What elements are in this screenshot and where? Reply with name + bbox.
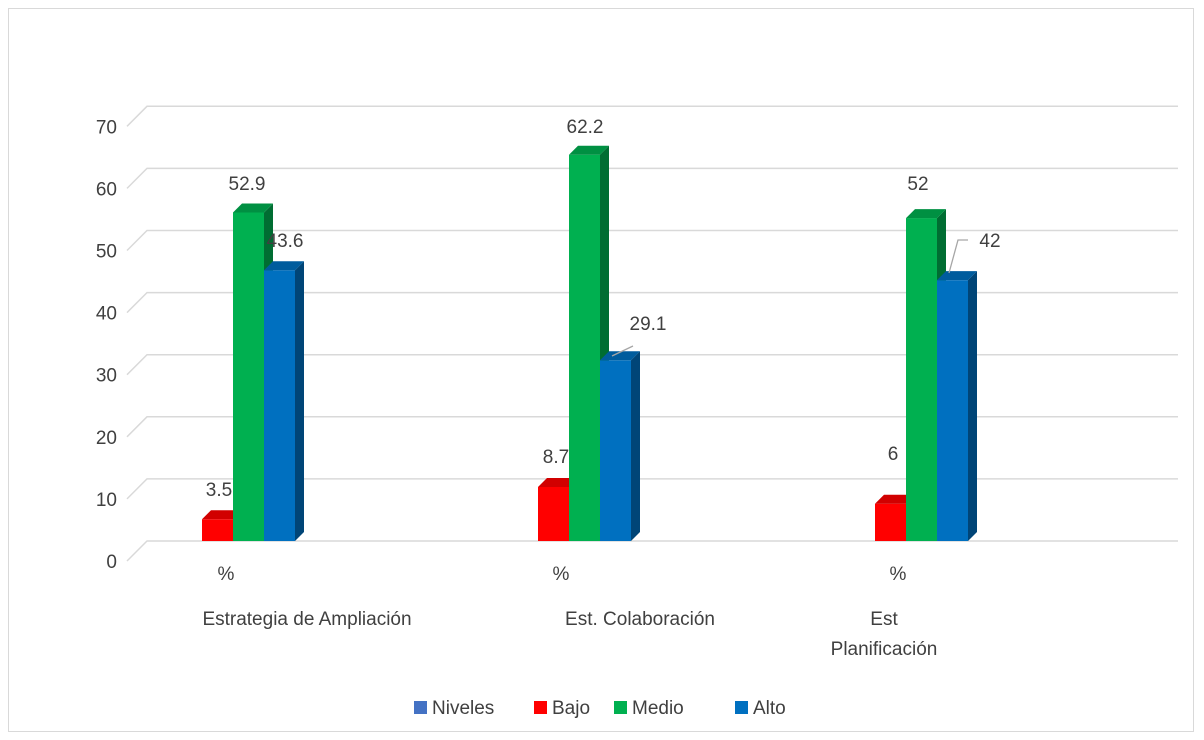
data-label-alto: 42: [979, 231, 1000, 252]
y-tick-label: 60: [96, 179, 117, 200]
bar-alto: [600, 351, 640, 541]
category-label: Est: [870, 609, 898, 630]
leader-line: [611, 345, 634, 357]
category-unit-label: %: [218, 564, 235, 585]
category-label: Est. Colaboración: [565, 609, 715, 630]
data-label-alto: 29.1: [630, 314, 667, 335]
bar-alto: [264, 261, 304, 541]
legend: Niveles Bajo Medio Alto: [414, 698, 786, 719]
legend-swatch: [534, 701, 547, 714]
gridline: [126, 478, 1178, 500]
data-label-medio: 62.2: [567, 117, 604, 138]
data-label-bajo: 3.5: [206, 480, 232, 501]
legend-swatch: [414, 701, 427, 714]
bar-alto: [937, 271, 977, 541]
data-label-bajo: 8.7: [543, 447, 569, 468]
legend-item-bajo: Bajo: [534, 698, 590, 719]
gridline: [126, 105, 1178, 127]
y-tick-label: 20: [96, 428, 117, 449]
gridline: [126, 229, 1178, 252]
legend-label: Bajo: [552, 698, 590, 719]
gridline: [126, 167, 1178, 189]
legend-item-alto: Alto: [735, 698, 786, 719]
legend-swatch: [614, 701, 627, 714]
y-tick-label: 50: [96, 242, 117, 263]
y-tick-label: 0: [106, 552, 117, 573]
legend-item-medio: Medio: [614, 698, 684, 719]
legend-label: Niveles: [432, 698, 494, 719]
category-label: Estrategia de Ampliación: [202, 609, 411, 630]
data-label-bajo: 6: [888, 444, 899, 465]
data-label-medio: 52: [907, 174, 928, 195]
data-label-medio: 52.9: [229, 174, 266, 195]
legend-swatch: [735, 701, 748, 714]
gridline: [126, 291, 1178, 314]
legend-item-niveles: Niveles: [414, 698, 494, 719]
legend-label: Medio: [632, 698, 684, 719]
legend-label: Alto: [753, 698, 786, 719]
gridline: [126, 540, 1178, 562]
gridline: [126, 353, 1178, 376]
category-unit-label: %: [890, 564, 907, 585]
y-tick-label: 30: [96, 366, 117, 387]
y-tick-label: 70: [96, 117, 117, 138]
chart-area: [8, 8, 1194, 732]
category-unit-label: %: [553, 564, 570, 585]
gridline: [126, 416, 1178, 438]
y-tick-label: 40: [96, 304, 117, 325]
leader-line: [948, 239, 968, 274]
data-label-alto: 43.6: [267, 231, 304, 252]
y-tick-label: 10: [96, 490, 117, 511]
category-label: Planificación: [831, 639, 938, 660]
